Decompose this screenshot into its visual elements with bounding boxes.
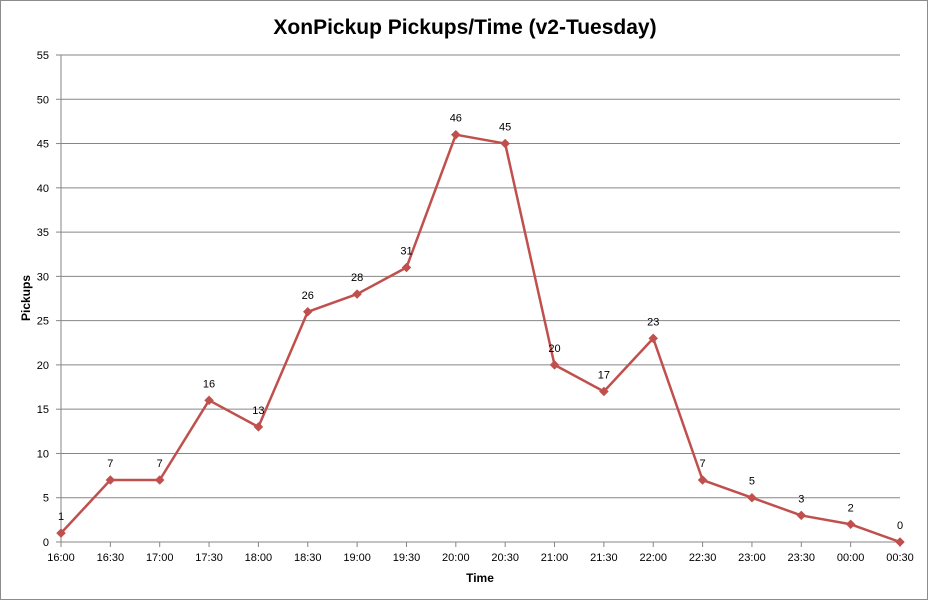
y-tick-label: 40 <box>37 183 49 195</box>
x-tick-label: 23:30 <box>788 552 816 564</box>
y-tick-label: 0 <box>43 537 49 549</box>
data-point-marker <box>796 510 807 521</box>
data-point-marker <box>500 138 511 149</box>
data-point-marker <box>302 306 313 317</box>
data-label: 7 <box>157 458 163 470</box>
y-tick-label: 15 <box>37 404 49 416</box>
x-tick-label: 20:00 <box>442 552 470 564</box>
y-tick-label: 50 <box>37 94 49 106</box>
data-label: 7 <box>700 458 706 470</box>
data-label: 31 <box>400 246 412 258</box>
y-tick-label: 20 <box>37 360 49 372</box>
x-axis-tick-labels: 16:00 16:30 17:00 17:30 18:00 18:30 19:00 19:30… <box>47 552 914 564</box>
data-point-marker <box>105 475 116 485</box>
data-label: 16 <box>203 378 215 390</box>
x-tick-label: 17:00 <box>146 552 174 564</box>
y-tick-label: 55 <box>37 50 49 62</box>
y-axis-tick-labels: 0 5 10 15 20 25 30 35 40 45 50 55 <box>37 50 49 549</box>
data-point-marker <box>845 519 856 530</box>
data-point-marker <box>401 262 412 273</box>
data-label: 5 <box>749 476 755 488</box>
x-tick-label: 16:00 <box>47 552 75 564</box>
y-tick-label: 10 <box>37 448 49 460</box>
data-label: 28 <box>351 272 363 284</box>
y-tick-label: 5 <box>43 493 49 505</box>
data-label: 23 <box>647 316 659 328</box>
y-tick-label: 25 <box>37 316 49 328</box>
series-pickups <box>56 129 905 547</box>
data-label: 2 <box>848 502 854 514</box>
data-label: 26 <box>302 290 314 302</box>
data-label: 20 <box>548 343 560 355</box>
x-tick-label: 21:00 <box>541 552 569 564</box>
data-label: 46 <box>450 113 462 125</box>
series-line <box>60 133 901 544</box>
x-tick-label: 18:30 <box>294 552 322 564</box>
x-tick-label: 16:30 <box>97 552 125 564</box>
data-point-marker <box>697 475 708 485</box>
data-point-marker <box>648 333 659 344</box>
data-point-marker <box>253 422 264 432</box>
x-tick-label: 23:00 <box>738 552 766 564</box>
data-point-marker <box>450 129 461 140</box>
x-axis-title: Time <box>466 571 494 585</box>
data-point-marker <box>56 528 66 538</box>
axes <box>56 54 901 547</box>
data-label: 13 <box>252 405 264 417</box>
x-tick-label: 19:00 <box>343 552 371 564</box>
x-tick-label: 17:30 <box>195 552 223 564</box>
data-label: 3 <box>798 493 804 505</box>
data-label: 17 <box>598 369 610 381</box>
data-point-marker <box>599 386 609 397</box>
chart-title: XonPickup Pickups/Time (v2-Tuesday) <box>273 16 656 39</box>
y-tick-label: 35 <box>37 227 49 239</box>
data-point-marker <box>352 289 362 299</box>
x-tick-label: 18:00 <box>245 552 273 564</box>
data-point-marker <box>747 492 757 503</box>
data-label: 0 <box>897 520 903 532</box>
y-tick-label: 30 <box>37 271 49 283</box>
x-tick-label: 21:30 <box>590 552 618 564</box>
x-tick-label: 22:30 <box>689 552 717 564</box>
x-tick-label: 00:00 <box>837 552 865 564</box>
data-point-marker <box>895 537 905 547</box>
x-tick-label: 20:30 <box>491 552 519 564</box>
x-tick-label: 19:30 <box>393 552 421 564</box>
data-label: 45 <box>499 122 511 134</box>
data-point-marker <box>549 360 560 370</box>
x-tick-label: 22:00 <box>639 552 667 564</box>
gridlines <box>61 54 900 499</box>
data-label: 7 <box>107 458 113 470</box>
data-point-marker <box>204 395 214 406</box>
data-label: 1 <box>58 511 64 523</box>
data-point-marker <box>154 475 165 485</box>
y-axis-title: Pickups <box>19 275 33 321</box>
y-tick-label: 45 <box>37 139 49 151</box>
x-tick-label: 00:30 <box>886 552 914 564</box>
